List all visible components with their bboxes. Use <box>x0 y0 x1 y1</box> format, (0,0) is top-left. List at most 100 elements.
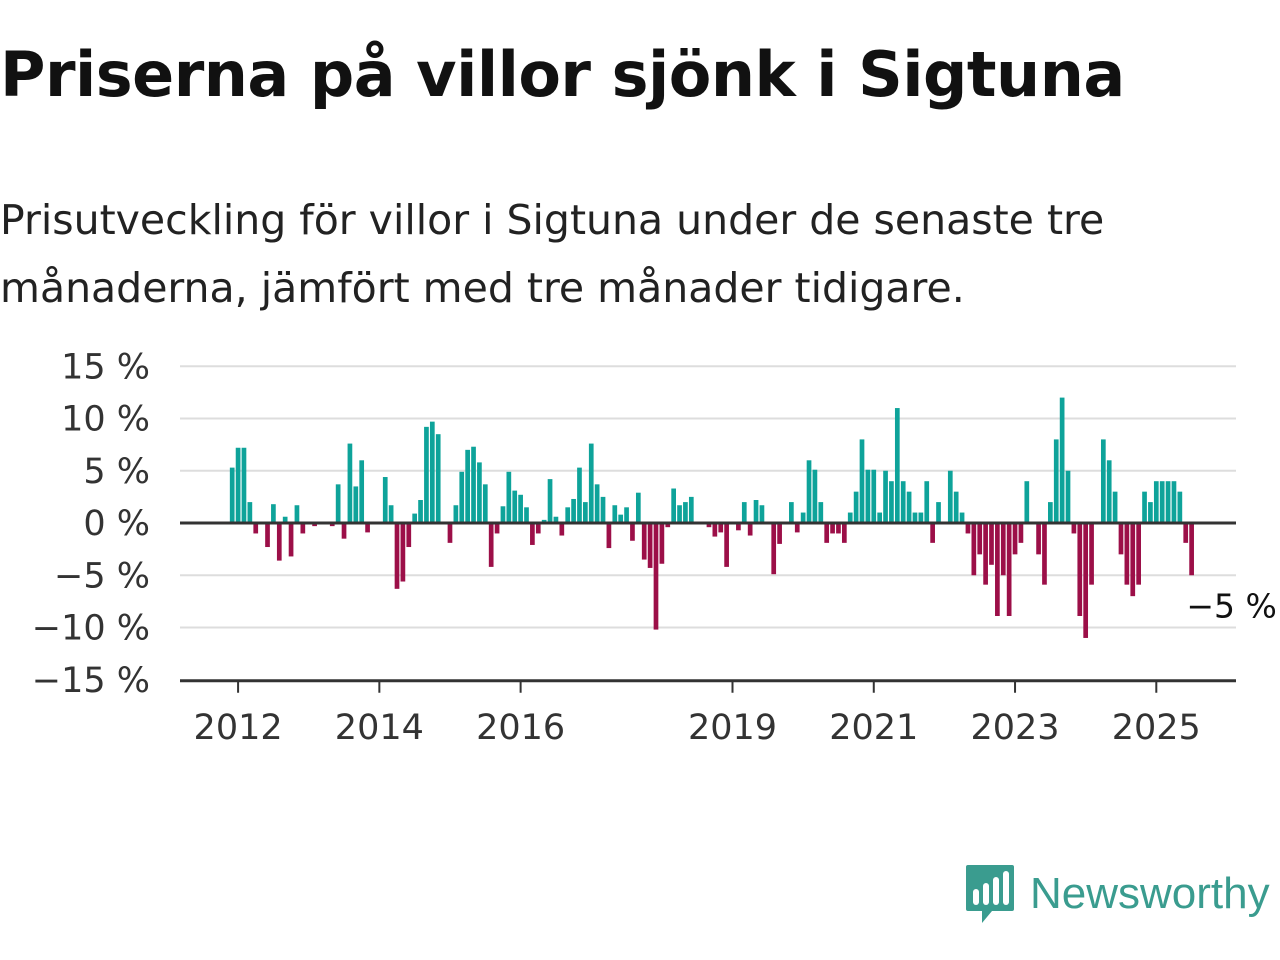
bar <box>618 514 624 523</box>
bar <box>406 523 412 548</box>
bar <box>488 523 494 567</box>
bar <box>706 523 712 528</box>
bar <box>812 469 818 523</box>
bar <box>1118 523 1124 555</box>
bar <box>471 446 476 523</box>
bar <box>1048 502 1053 523</box>
bar <box>953 491 959 523</box>
bar <box>1083 523 1089 638</box>
bar <box>747 523 753 536</box>
bar <box>424 426 429 523</box>
bar <box>635 492 641 523</box>
x-tick-label: 2023 <box>970 708 1059 748</box>
bar <box>1171 481 1177 523</box>
bar <box>971 523 977 576</box>
x-tick-label: 2016 <box>476 708 565 748</box>
bar <box>947 470 953 523</box>
bar <box>1112 491 1118 523</box>
bar <box>830 523 835 534</box>
bar <box>806 460 812 523</box>
bar <box>983 523 988 585</box>
bar <box>1124 523 1130 585</box>
bar <box>912 512 918 523</box>
x-tick-label: 2012 <box>194 708 283 748</box>
y-tick-label: −15 % <box>32 661 150 701</box>
y-tick-label: 10 % <box>61 400 150 440</box>
bar <box>459 471 465 523</box>
bar <box>1053 439 1059 523</box>
bar <box>989 523 994 565</box>
bar <box>300 523 306 534</box>
bar <box>612 505 618 523</box>
bar <box>418 500 423 523</box>
bar <box>924 481 930 523</box>
brand-name: Newsworthy <box>1030 869 1270 918</box>
bar <box>1089 523 1094 585</box>
bar <box>959 512 965 523</box>
bar <box>659 523 665 564</box>
bar <box>847 512 853 523</box>
bar <box>647 523 653 568</box>
bar <box>229 467 235 523</box>
bar <box>853 491 859 523</box>
bar-chart: 15 % 10 % 5 % 0 % −5 % −10 % −15 % 2012 2014 2016… <box>32 347 1277 748</box>
y-tick-label: −10 % <box>32 609 150 649</box>
bar <box>429 421 435 523</box>
bar <box>718 523 724 533</box>
bar <box>288 523 294 557</box>
end-value-label: −5 % <box>1186 586 1277 625</box>
bar <box>789 502 794 523</box>
bar <box>235 447 241 523</box>
bar <box>759 505 765 523</box>
bar <box>571 498 576 523</box>
bar <box>447 523 453 543</box>
bar <box>1130 523 1136 597</box>
bar <box>312 523 317 527</box>
bar <box>936 502 941 523</box>
bar <box>400 523 406 582</box>
bar <box>1077 523 1083 616</box>
bar <box>653 523 659 630</box>
bar <box>894 408 900 523</box>
y-tick-label: 0 % <box>83 504 150 544</box>
bar <box>588 443 594 523</box>
y-tick-label: 15 % <box>61 347 150 387</box>
bar <box>353 486 359 523</box>
bar <box>900 481 906 523</box>
bar <box>477 462 482 523</box>
bar <box>871 469 877 523</box>
bar <box>247 502 253 523</box>
bar <box>518 494 523 523</box>
bar <box>547 479 553 523</box>
bar <box>1148 502 1153 523</box>
bar <box>630 523 635 541</box>
bar <box>1036 523 1041 555</box>
bar <box>388 505 394 523</box>
bar <box>818 502 824 523</box>
x-tick-label: 2019 <box>688 708 777 748</box>
bar <box>1012 523 1018 555</box>
bar <box>412 513 418 523</box>
bar <box>335 484 341 523</box>
bar <box>724 523 729 567</box>
bar <box>688 496 694 524</box>
bar <box>541 519 547 523</box>
bar <box>889 481 894 523</box>
bar <box>1142 491 1147 523</box>
bar <box>1006 523 1012 616</box>
bar <box>677 505 682 523</box>
bar <box>347 443 353 523</box>
y-tick-label: 5 % <box>83 452 150 492</box>
bar <box>535 523 541 534</box>
bar <box>512 490 518 523</box>
bar <box>1024 481 1030 523</box>
bar <box>1189 523 1194 576</box>
bar <box>930 523 935 543</box>
bar <box>671 488 676 523</box>
bar <box>359 460 365 523</box>
brand-logo: Newsworthy <box>964 862 1270 926</box>
bar <box>1106 460 1112 523</box>
bar <box>341 523 347 539</box>
bar <box>435 434 441 523</box>
bar <box>241 447 247 523</box>
